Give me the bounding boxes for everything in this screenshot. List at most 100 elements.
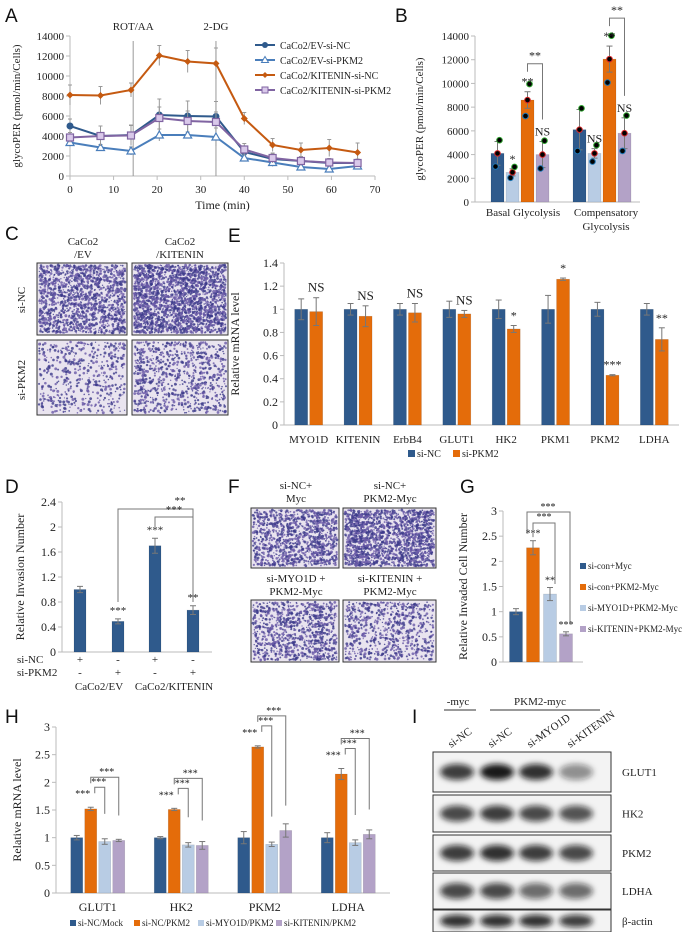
cell [144, 323, 147, 326]
cell [170, 280, 172, 282]
cell [163, 282, 166, 285]
cell [198, 362, 201, 365]
cell [69, 385, 72, 388]
cell [221, 390, 224, 393]
cell [217, 296, 220, 299]
cell [96, 323, 98, 325]
cell [146, 264, 149, 267]
cell [45, 319, 47, 321]
cell [205, 322, 208, 325]
cell [176, 289, 179, 291]
cell [161, 343, 164, 346]
cell [147, 299, 151, 303]
cell [67, 389, 70, 392]
cell [81, 317, 84, 320]
cell [164, 313, 167, 316]
cell [179, 316, 183, 320]
cell [56, 297, 59, 299]
cell [50, 356, 53, 359]
y-tick-label: 12000 [442, 55, 470, 67]
cell [153, 374, 156, 377]
cell [193, 327, 197, 331]
cell [165, 375, 169, 378]
cell [39, 393, 42, 395]
cell [161, 271, 164, 274]
cell [78, 278, 81, 281]
cell [183, 304, 187, 308]
cell [175, 349, 178, 352]
cell [205, 271, 208, 274]
cell [68, 306, 72, 310]
cell [54, 278, 57, 281]
cell [202, 341, 205, 344]
cell [60, 315, 62, 318]
cell [159, 361, 163, 364]
cell [40, 402, 44, 405]
cell [136, 381, 139, 385]
cell [76, 313, 79, 315]
cell [110, 331, 114, 335]
cell [39, 302, 41, 305]
cell [42, 307, 46, 311]
cell [91, 324, 95, 327]
cell [60, 281, 63, 284]
cell [206, 313, 210, 317]
cell [183, 370, 186, 373]
cell [114, 365, 118, 368]
cell [204, 274, 208, 277]
cell [79, 330, 82, 332]
cell [162, 396, 165, 399]
replicate-dot [496, 136, 503, 144]
cell [141, 354, 144, 357]
cell [113, 317, 117, 321]
cell [111, 315, 114, 318]
cell [118, 269, 121, 272]
cell [208, 289, 212, 293]
cell [88, 265, 91, 268]
data-point [126, 131, 136, 140]
cell [169, 306, 173, 309]
cell [187, 291, 190, 294]
cell [70, 360, 73, 364]
cell [204, 351, 207, 353]
cell [214, 353, 218, 356]
cell [102, 304, 105, 308]
cell [194, 369, 197, 372]
cell [195, 293, 198, 296]
cell [191, 325, 194, 328]
cell [165, 321, 169, 324]
cell [191, 304, 194, 308]
cell [207, 401, 210, 404]
cell [122, 277, 125, 280]
cell [158, 312, 160, 315]
cell [169, 379, 172, 382]
cell [176, 276, 179, 279]
replicate-dot [576, 126, 583, 133]
cell [192, 351, 195, 354]
cell [110, 270, 113, 273]
cell [53, 293, 57, 296]
cell [102, 323, 105, 325]
cell [58, 328, 60, 330]
cell [163, 348, 166, 350]
cell [84, 327, 87, 330]
cell [142, 309, 146, 313]
treatment-label: ROT/AA [113, 21, 154, 33]
cell [174, 317, 178, 321]
cell [214, 391, 217, 394]
cell [87, 306, 90, 309]
cell [182, 270, 185, 273]
cell [61, 269, 63, 271]
cell [196, 310, 199, 313]
cell [46, 356, 48, 359]
cell [151, 355, 153, 357]
x-tick-label: Compensatory [574, 207, 639, 219]
cell [52, 278, 54, 280]
cell [171, 404, 174, 407]
cell [191, 314, 194, 318]
cell [75, 332, 78, 334]
cell [203, 276, 205, 278]
cell [112, 283, 116, 287]
cell [206, 316, 208, 319]
cell [196, 344, 198, 347]
